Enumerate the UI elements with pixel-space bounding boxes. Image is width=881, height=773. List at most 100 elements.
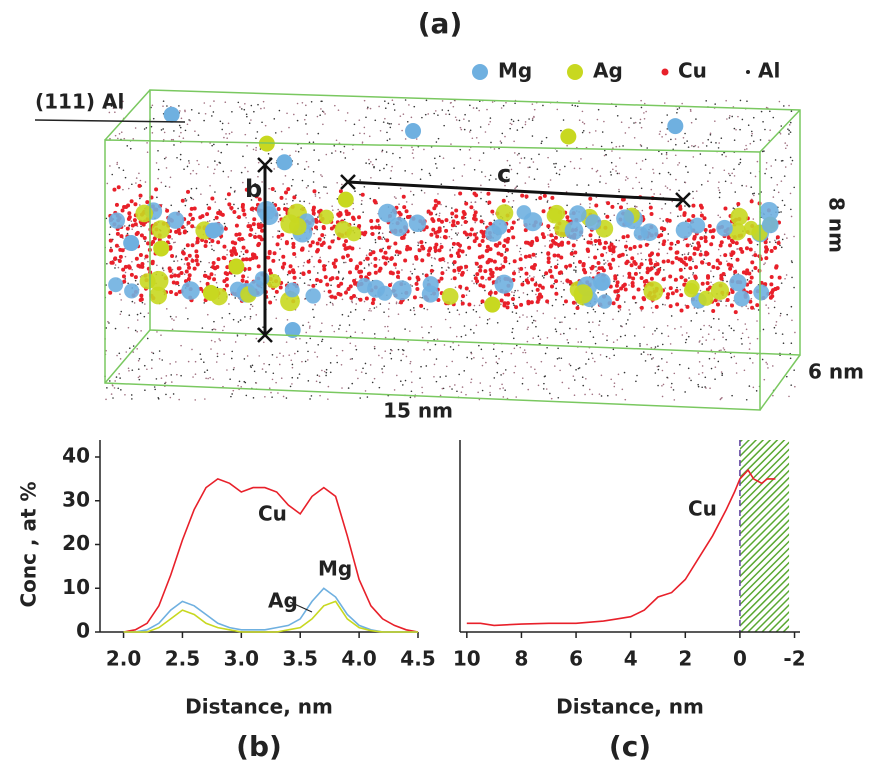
al-atom [591,353,593,355]
cu-atom [526,241,530,245]
al-atom [618,374,620,376]
al-atom [749,385,751,387]
al-atom [705,164,707,166]
al-atom [551,398,553,400]
al-atom [526,362,528,364]
al-atom [784,278,786,280]
al-atom [321,341,323,343]
cu-atom [464,202,468,206]
cu-atom [452,242,456,246]
al-atom [692,261,694,263]
al-atom [692,274,694,276]
al-atom [305,361,307,363]
al-atom [247,276,249,278]
al-atom [776,321,778,323]
cu-atom [187,277,191,281]
cu-atom [541,286,545,290]
al-atom [595,343,597,345]
al-atom [272,236,274,238]
al-atom [578,368,580,370]
al-atom [781,282,783,284]
cu-atom [237,237,241,241]
al-atom [791,262,793,264]
al-atom [605,154,607,156]
cu-atom [216,240,220,244]
cu-atom [501,265,505,269]
al-atom [405,380,407,382]
al-atom [718,147,720,149]
al-atom [699,361,701,363]
al-atom [238,321,240,323]
cu-atom [729,263,733,267]
al-atom [470,382,472,384]
al-atom [219,340,221,342]
cu-atom [481,239,485,243]
al-atom [169,363,171,365]
al-atom [226,144,228,146]
al-atom [595,244,597,246]
al-atom [161,182,163,184]
cu-atom [630,256,634,260]
cu-atom [172,280,176,284]
cu-atom [692,237,696,241]
al-atom [286,112,288,114]
cu-atom [420,258,424,262]
cu-atom [441,257,445,261]
al-atom [384,100,386,102]
cu-atom [536,300,540,304]
al-atom [400,360,402,362]
cu-atom [728,267,732,271]
al-atom [461,129,463,131]
panel-label: (b) [236,730,282,763]
al-atom [275,299,277,301]
cu-atom [692,252,696,256]
cu-atom [436,230,440,234]
al-atom [450,346,452,348]
al-atom [763,379,765,381]
al-atom [617,203,619,205]
al-atom [786,376,788,378]
ag-atom [730,208,748,226]
al-atom [519,316,521,318]
al-atom [678,190,680,192]
ag-atom [319,210,334,225]
cu-atom [139,298,143,302]
al-atom [641,107,643,109]
al-atom [139,379,141,381]
al-atom [449,236,451,238]
al-atom [723,169,725,171]
al-atom [550,266,552,268]
al-atom [790,384,792,386]
al-atom [686,332,688,334]
al-atom [729,115,731,117]
cu-atom [464,220,468,224]
cu-atom [318,259,322,263]
al-atom [342,314,344,316]
al-atom [532,118,534,120]
cu-atom [225,272,229,276]
al-atom [319,382,321,384]
al-atom [519,251,521,253]
cu-atom [771,288,775,292]
al-atom [736,372,738,374]
cu-atom [402,205,406,209]
cu-atom [385,256,389,260]
al-atom [388,330,390,332]
al-atom [663,384,665,386]
al-atom [436,141,438,143]
cu-atom [383,251,387,255]
al-atom [485,362,487,364]
cu-atom [572,243,576,247]
series-line [467,470,776,625]
cu-atom [700,260,704,264]
al-atom [405,138,407,140]
cu-atom [594,203,598,207]
al-atom [118,267,120,269]
al-atom [286,397,288,399]
al-atom [190,173,192,175]
al-atom [381,368,383,370]
al-atom [217,353,219,355]
al-atom [503,105,505,107]
al-atom [230,187,232,189]
cu-atom [251,206,255,210]
